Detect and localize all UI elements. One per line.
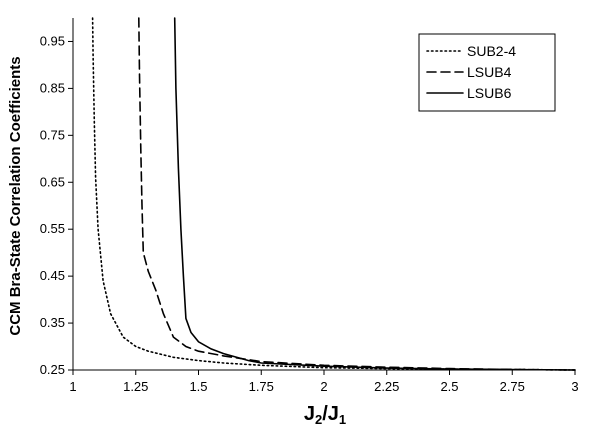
y-axis-ticks: 0.25 0.35 0.45 0.55 0.65 0.75 0.85 0.95 bbox=[40, 33, 73, 377]
series-line-lsub6 bbox=[173, 17, 576, 371]
y-tick-label: 0.25 bbox=[40, 362, 65, 377]
x-axis-ticks: 1 1.25 1.5 1.75 2 2.25 2.5 2.75 3 bbox=[69, 370, 579, 394]
y-tick-label: 0.75 bbox=[40, 127, 65, 142]
series-line-sub2-4 bbox=[91, 17, 576, 371]
series-layer bbox=[91, 17, 576, 371]
x-axis-title-subscript: 1 bbox=[339, 412, 346, 427]
x-axis-title-subscript: 2 bbox=[315, 412, 322, 427]
x-tick-label: 1.75 bbox=[249, 379, 274, 394]
x-tick-label: 1.5 bbox=[189, 379, 207, 394]
x-tick-label: 1 bbox=[69, 379, 76, 394]
y-tick-label: 0.65 bbox=[40, 174, 65, 189]
legend: SUB2-4 LSUB4 LSUB6 bbox=[418, 33, 556, 112]
y-tick-label: 0.55 bbox=[40, 221, 65, 236]
x-axis-title-part: /J bbox=[322, 403, 339, 425]
y-tick-label: 0.95 bbox=[40, 33, 65, 48]
legend-label: SUB2-4 bbox=[467, 43, 516, 59]
x-tick-label: 2.25 bbox=[374, 379, 399, 394]
series-line-lsub4 bbox=[138, 17, 576, 371]
x-tick-label: 2 bbox=[320, 379, 327, 394]
y-tick-label: 0.85 bbox=[40, 80, 65, 95]
x-axis-title: J2/J1 bbox=[304, 403, 346, 427]
y-axis-title: CCM Bra-State Correlation Coefficients bbox=[7, 56, 24, 335]
y-tick-label: 0.35 bbox=[40, 315, 65, 330]
x-tick-label: 2.75 bbox=[500, 379, 525, 394]
legend-label: LSUB4 bbox=[467, 64, 512, 80]
x-tick-label: 2.5 bbox=[440, 379, 458, 394]
legend-label: LSUB6 bbox=[467, 85, 512, 101]
x-tick-label: 1.25 bbox=[123, 379, 148, 394]
x-axis-title-part: J bbox=[304, 403, 315, 425]
x-tick-label: 3 bbox=[571, 379, 578, 394]
y-tick-label: 0.45 bbox=[40, 268, 65, 283]
